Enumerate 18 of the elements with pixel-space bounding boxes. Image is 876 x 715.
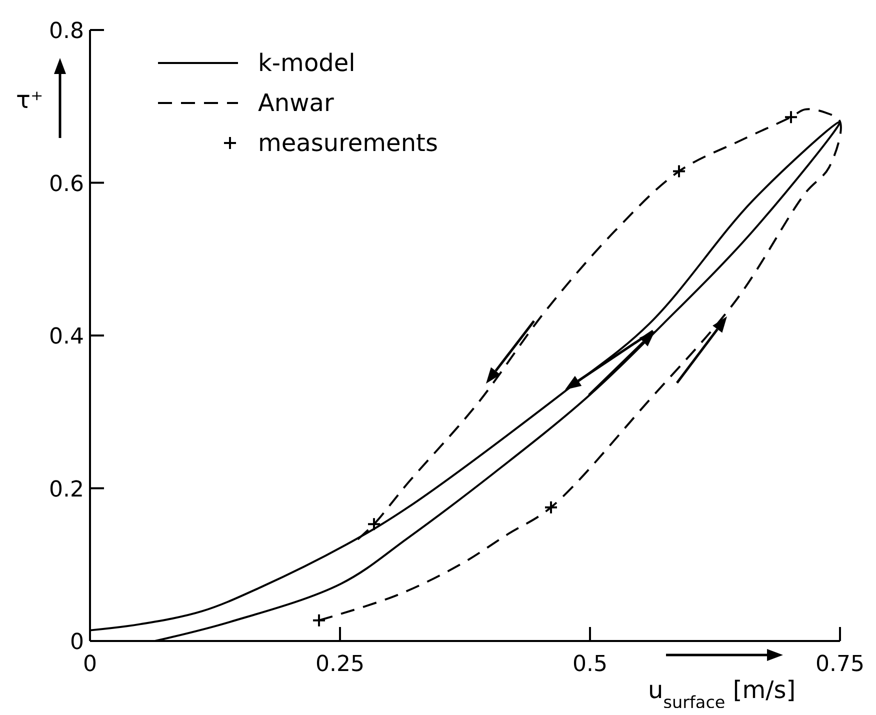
x-tick-label: 0.75 — [816, 652, 864, 677]
point — [367, 517, 381, 532]
legend-label: Anwar — [258, 89, 334, 117]
point — [672, 164, 686, 178]
point — [544, 500, 558, 514]
point — [312, 613, 326, 628]
y-tick-label: 0.4 — [49, 324, 84, 350]
legend-label: k-model — [258, 49, 356, 77]
y-tick-label: 0.6 — [49, 172, 84, 197]
y-tick-label: 0.2 — [49, 477, 84, 502]
y-tick-label: 0 — [70, 630, 84, 655]
point — [784, 110, 798, 124]
legend-label: measurements — [258, 129, 438, 157]
y-axis-title: τ⁺ — [16, 86, 44, 114]
x-axis-title: u$_{surface}$ [m/s] — [648, 676, 796, 712]
x-tick-label: 0.5 — [572, 652, 608, 677]
y-tick-label: 0.8 — [49, 19, 84, 44]
x-tick-label: 0.25 — [316, 652, 364, 677]
